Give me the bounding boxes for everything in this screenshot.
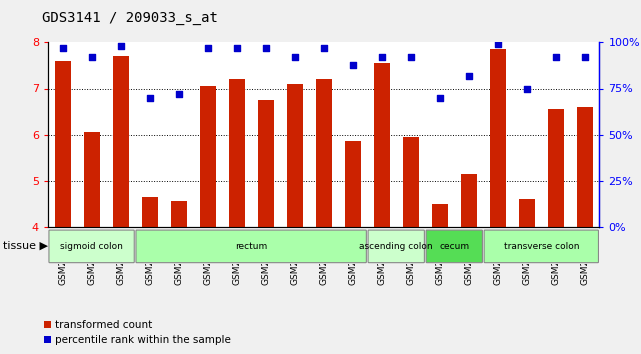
FancyBboxPatch shape bbox=[484, 230, 599, 263]
Bar bbox=[83, 132, 99, 227]
Text: transverse colon: transverse colon bbox=[504, 241, 579, 251]
Bar bbox=[432, 204, 447, 227]
Text: GDS3141 / 209033_s_at: GDS3141 / 209033_s_at bbox=[42, 11, 217, 25]
Bar bbox=[461, 174, 477, 227]
Bar bbox=[548, 109, 564, 227]
Point bbox=[174, 91, 184, 97]
Bar bbox=[403, 137, 419, 227]
FancyBboxPatch shape bbox=[426, 230, 483, 263]
FancyBboxPatch shape bbox=[368, 230, 424, 263]
Bar bbox=[171, 201, 187, 227]
Point bbox=[231, 45, 242, 51]
Point bbox=[260, 45, 271, 51]
Point bbox=[290, 55, 300, 60]
Point bbox=[406, 55, 416, 60]
Bar bbox=[54, 61, 71, 227]
Text: cecum: cecum bbox=[439, 241, 469, 251]
Point bbox=[203, 45, 213, 51]
Point bbox=[463, 73, 474, 79]
Text: tissue ▶: tissue ▶ bbox=[3, 241, 48, 251]
Point bbox=[87, 55, 97, 60]
FancyBboxPatch shape bbox=[49, 230, 134, 263]
Bar bbox=[374, 63, 390, 227]
Point bbox=[435, 95, 445, 101]
Point bbox=[115, 43, 126, 49]
Bar bbox=[577, 107, 593, 227]
Text: rectum: rectum bbox=[235, 241, 267, 251]
Point bbox=[58, 45, 68, 51]
Bar bbox=[199, 86, 215, 227]
Bar bbox=[287, 84, 303, 227]
Text: ascending colon: ascending colon bbox=[360, 241, 433, 251]
Legend: transformed count, percentile rank within the sample: transformed count, percentile rank withi… bbox=[44, 320, 231, 345]
Point bbox=[522, 86, 532, 91]
Text: sigmoid colon: sigmoid colon bbox=[60, 241, 123, 251]
Point bbox=[144, 95, 154, 101]
Bar bbox=[316, 79, 331, 227]
Bar bbox=[142, 197, 158, 227]
Point bbox=[347, 62, 358, 67]
Bar bbox=[519, 199, 535, 227]
Bar bbox=[113, 56, 129, 227]
Bar bbox=[345, 142, 361, 227]
Point bbox=[493, 41, 503, 47]
Point bbox=[551, 55, 561, 60]
Point bbox=[377, 55, 387, 60]
Bar bbox=[229, 79, 245, 227]
Point bbox=[319, 45, 329, 51]
FancyBboxPatch shape bbox=[136, 230, 367, 263]
Bar bbox=[490, 50, 506, 227]
Point bbox=[579, 55, 590, 60]
Bar bbox=[258, 100, 274, 227]
